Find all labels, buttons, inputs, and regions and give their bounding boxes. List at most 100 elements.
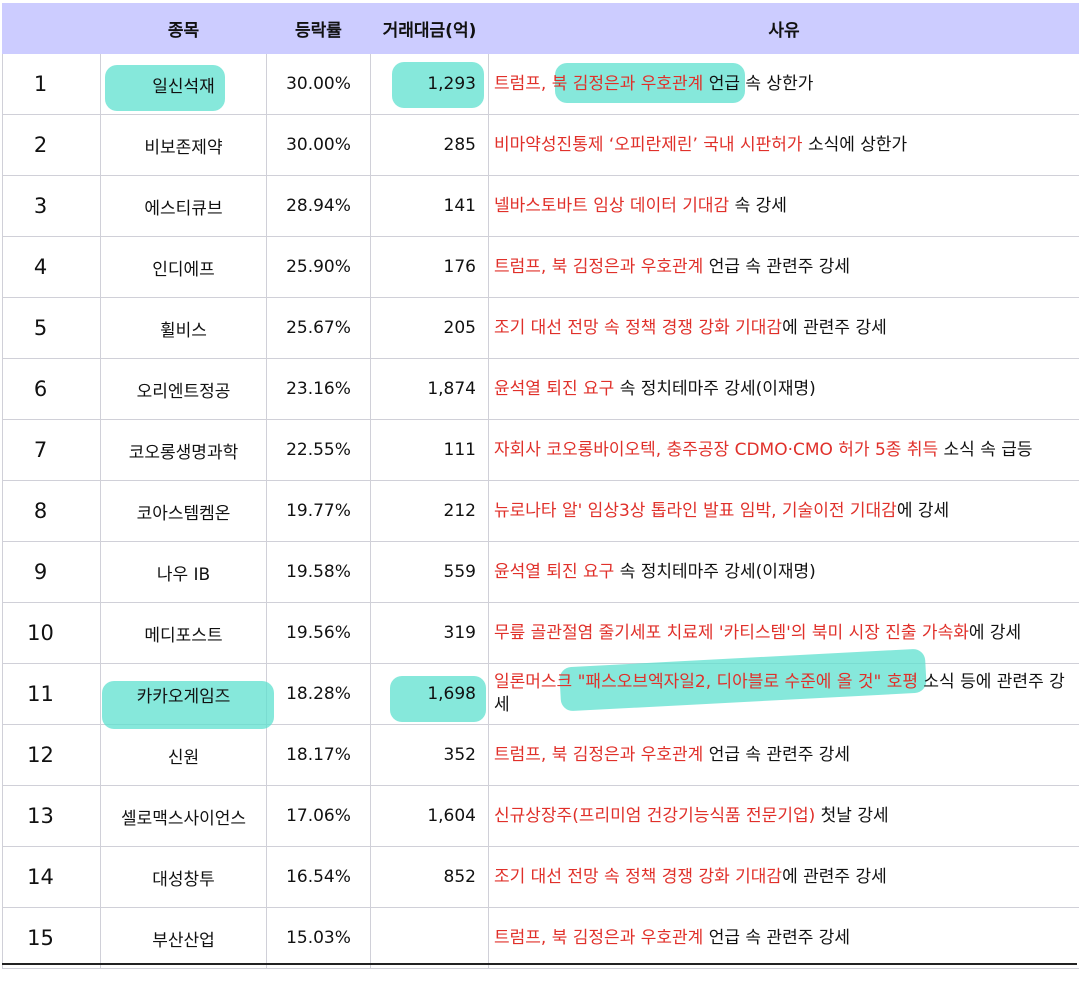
reason-plain-text: 소식 등에 관련주 강세 — [494, 672, 1065, 715]
reason-plain-text: 첫날 강세 — [815, 805, 889, 826]
reason-plain-text: 소식 속 급등 — [938, 439, 1033, 460]
reason-plain-text: 에 강세 — [968, 622, 1022, 643]
change-rate-cell-text: 18.17% — [286, 745, 351, 765]
change-rate-cell: 25.67% — [266, 297, 371, 359]
reason-highlight-text: 신규상장주(프리미엄 건강기능식품 전문기업) — [494, 805, 816, 826]
trade-volume-cell: 212 — [370, 480, 489, 542]
rank-cell: 7 — [2, 419, 101, 481]
trade-volume-cell-text: 205 — [443, 318, 476, 338]
table-row: 13 셀로맥스사이언스 17.06% 1,604 신규상장주(프리미엄 건강기능식품 전… — [2, 785, 1079, 847]
rank-cell-text: 13 — [27, 804, 54, 828]
reason-highlight-text: 넬바스토바트 임상 데이터 기대감 — [494, 195, 730, 216]
stock-name-cell: 대성창투 — [100, 846, 267, 908]
reason-cell: 트럼프, 북 김정은과 우호관계 언급 속 관련주 강세 — [488, 907, 1079, 969]
reason-cell: 신규상장주(프리미엄 건강기능식품 전문기업) 첫날 강세 — [488, 785, 1079, 847]
change-rate-cell: 30.00% — [266, 114, 371, 176]
change-rate-cell: 30.00% — [266, 53, 371, 115]
header-volume: 거래대금(억) — [370, 3, 489, 54]
reason-cell: 비마약성진통제 ‘오피란제린’ 국내 시판허가 소식에 상한가 — [488, 114, 1079, 176]
trade-volume-cell: 1,698 — [370, 663, 489, 725]
header-rank — [2, 3, 101, 54]
rank-cell-text: 9 — [33, 560, 48, 584]
stock-name-cell-text: 일신석재 — [152, 76, 215, 97]
stock-name-cell: 인디에프 — [100, 236, 267, 298]
header-rate: 등락률 — [266, 3, 371, 54]
trade-volume-cell: 559 — [370, 541, 489, 603]
reason-cell: 윤석열 퇴진 요구 속 정치테마주 강세(이재명) — [488, 358, 1079, 420]
reason-cell: 트럼프, 북 김정은과 우호관계 언급 속 관련주 강세 — [488, 236, 1079, 298]
reason-highlight-text: 무릎 골관절염 줄기세포 치료제 '카티스템'의 북미 시장 진출 가속화 — [494, 622, 969, 643]
trade-volume-cell: 1,604 — [370, 785, 489, 847]
stock-name-cell: 메디포스트 — [100, 602, 267, 664]
change-rate-cell-text: 19.77% — [286, 501, 351, 521]
table-row: 14 대성창투 16.54% 852 조기 대선 전망 속 정책 경쟁 강화 기대감에 … — [2, 846, 1079, 908]
table-row: 3 에스티큐브 28.94% 141 넬바스토바트 임상 데이터 기대감 속 강세 — [2, 175, 1079, 237]
change-rate-cell-text: 28.94% — [286, 196, 351, 216]
table-row: 11 카카오게임즈 18.28% 1,698 일론머스크 "패스오브엑자일2, 디아블로… — [2, 663, 1079, 725]
stock-name-cell: 코아스템켐온 — [100, 480, 267, 542]
change-rate-cell: 19.58% — [266, 541, 371, 603]
trade-volume-cell: 141 — [370, 175, 489, 237]
rank-cell-text: 2 — [33, 133, 48, 157]
rank-cell-text: 3 — [33, 194, 48, 218]
rank-cell: 6 — [2, 358, 101, 420]
table-row: 15 부산산업 15.03% 트럼프, 북 김정은과 우호관계 언급 속 관련주 강세 — [2, 907, 1079, 969]
trade-volume-cell: 319 — [370, 602, 489, 664]
reason-cell: 무릎 골관절염 줄기세포 치료제 '카티스템'의 북미 시장 진출 가속화에 강… — [488, 602, 1079, 664]
rank-cell: 10 — [2, 602, 101, 664]
table-body: 1 일신석재 30.00% 1,293 트럼프, 북 김정은과 우호관계 언급 속 상한… — [2, 53, 1079, 969]
rank-cell: 5 — [2, 297, 101, 359]
trade-volume-cell-text: 176 — [443, 257, 476, 277]
table-row: 6 오리엔트정공 23.16% 1,874 윤석열 퇴진 요구 속 정치테마주 강세(이… — [2, 358, 1079, 420]
reason-plain-text: 속 정치테마주 강세(이재명) — [614, 378, 816, 399]
stock-name-cell: 셀로맥스사이언스 — [100, 785, 267, 847]
reason-highlight-text: 트럼프, 북 김정은과 우호관계 — [494, 927, 704, 948]
trade-volume-cell-text: 141 — [443, 196, 476, 216]
rank-cell-text: 4 — [33, 255, 48, 279]
rank-cell: 4 — [2, 236, 101, 298]
trade-volume-cell: 205 — [370, 297, 489, 359]
change-rate-cell: 18.28% — [266, 663, 371, 725]
table-row: 5 휠비스 25.67% 205 조기 대선 전망 속 정책 경쟁 강화 기대감에 관련… — [2, 297, 1079, 359]
rank-cell: 8 — [2, 480, 101, 542]
rank-cell: 1 — [2, 53, 101, 115]
reason-highlight-text: 뉴로나타 알' 임상3상 톱라인 발표 임박, 기술이전 기대감 — [494, 500, 897, 521]
reason-plain-text: 에 관련주 강세 — [782, 317, 887, 338]
reason-plain-text: 속 강세 — [729, 195, 787, 216]
change-rate-cell: 25.90% — [266, 236, 371, 298]
stock-name-cell: 코오롱생명과학 — [100, 419, 267, 481]
stock-name-cell: 나우 IB — [100, 541, 267, 603]
trade-volume-cell: 1,874 — [370, 358, 489, 420]
reason-highlight-text: 조기 대선 전망 속 정책 경쟁 강화 기대감 — [494, 866, 783, 887]
reason-highlight-text: 비마약성진통제 ‘오피란제린’ 국내 시판허가 — [494, 134, 803, 155]
trade-volume-cell: 352 — [370, 724, 489, 786]
rank-cell: 12 — [2, 724, 101, 786]
trade-volume-cell-text: 559 — [443, 562, 476, 582]
rank-cell-text: 5 — [33, 316, 48, 340]
change-rate-cell-text: 19.56% — [286, 623, 351, 643]
stock-name-cell-text: 나우 IB — [156, 564, 211, 585]
rank-cell-text: 14 — [27, 865, 54, 889]
reason-cell: 넬바스토바트 임상 데이터 기대감 속 강세 — [488, 175, 1079, 237]
rank-cell: 11 — [2, 663, 101, 725]
reason-plain-text: 언급 속 상한가 — [703, 73, 814, 94]
stock-name-cell: 에스티큐브 — [100, 175, 267, 237]
reason-plain-text: 언급 속 관련주 강세 — [703, 744, 851, 765]
reason-highlight-text: 조기 대선 전망 속 정책 경쟁 강화 기대감 — [494, 317, 783, 338]
change-rate-cell-text: 15.03% — [286, 928, 351, 948]
stock-name-cell: 부산산업 — [100, 907, 267, 969]
change-rate-cell-text: 19.58% — [286, 562, 351, 582]
stock-name-cell-text: 비보존제약 — [144, 137, 223, 158]
stock-name-cell: 카카오게임즈 — [100, 663, 267, 725]
change-rate-cell-text: 30.00% — [286, 135, 351, 155]
trade-volume-cell-text: 1,874 — [427, 379, 476, 399]
reason-highlight-text: 트럼프, 북 김정은과 우호관계 — [494, 744, 704, 765]
reason-highlight-text: 트럼프, 북 김정은과 우호관계 — [494, 256, 704, 277]
reason-highlight-text: 트럼프, 북 김정은과 우호관계 — [494, 73, 704, 94]
reason-plain-text: 속 정치테마주 강세(이재명) — [614, 561, 816, 582]
table-row: 12 신원 18.17% 352 트럼프, 북 김정은과 우호관계 언급 속 관련주 강… — [2, 724, 1079, 786]
table-row: 7 코오롱생명과학 22.55% 111 자회사 코오롱바이오텍, 충주공장 CDMO·… — [2, 419, 1079, 481]
table-row: 8 코아스템켐온 19.77% 212 뉴로나타 알' 임상3상 톱라인 발표 임박, … — [2, 480, 1079, 542]
change-rate-cell-text: 18.28% — [286, 684, 351, 704]
reason-cell: 조기 대선 전망 속 정책 경쟁 강화 기대감에 관련주 강세 — [488, 846, 1079, 908]
